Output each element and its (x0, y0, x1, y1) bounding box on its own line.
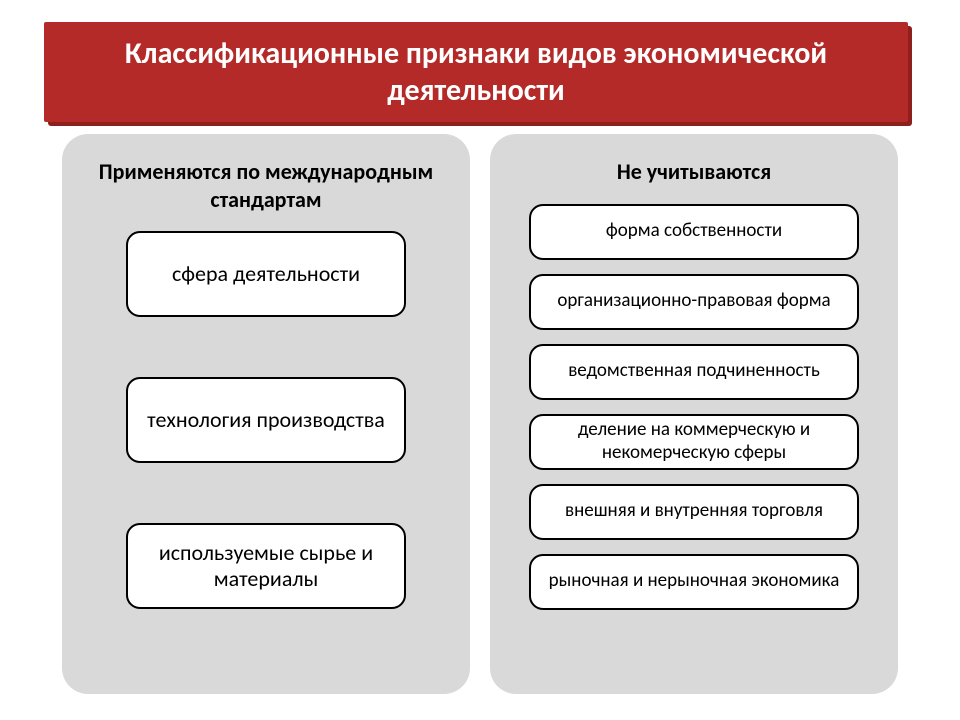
right-item: деление на коммерческую и некомерческую … (529, 414, 859, 470)
left-item: сфера деятельности (126, 231, 406, 317)
right-item: внешняя и внутренняя торговля (529, 484, 859, 540)
right-item: рыночная и нерыночная экономика (529, 554, 859, 610)
right-item: форма собственности (529, 204, 859, 260)
left-panel: Применяются по международным стандартам … (62, 134, 470, 694)
columns-wrapper: Применяются по международным стандартам … (62, 134, 898, 694)
right-panel: Не учитываются форма собственности органи… (490, 134, 898, 694)
right-item: ведомственная подчиненность (529, 344, 859, 400)
slide-title: Классификационные признаки видов экономи… (44, 22, 908, 122)
left-item: технология производства (126, 377, 406, 463)
left-items: сфера деятельности технология производств… (80, 231, 452, 609)
slide-title-text: Классификационные признаки видов экономи… (84, 35, 868, 110)
slide: Классификационные признаки видов экономи… (0, 0, 960, 720)
right-panel-header: Не учитываются (617, 158, 771, 186)
left-item: используемые сырье и материалы (126, 523, 406, 609)
right-item: организационно-правовая форма (529, 274, 859, 330)
right-items: форма собственности организационно-правов… (508, 204, 880, 610)
left-panel-header: Применяются по международным стандартам (80, 158, 452, 213)
